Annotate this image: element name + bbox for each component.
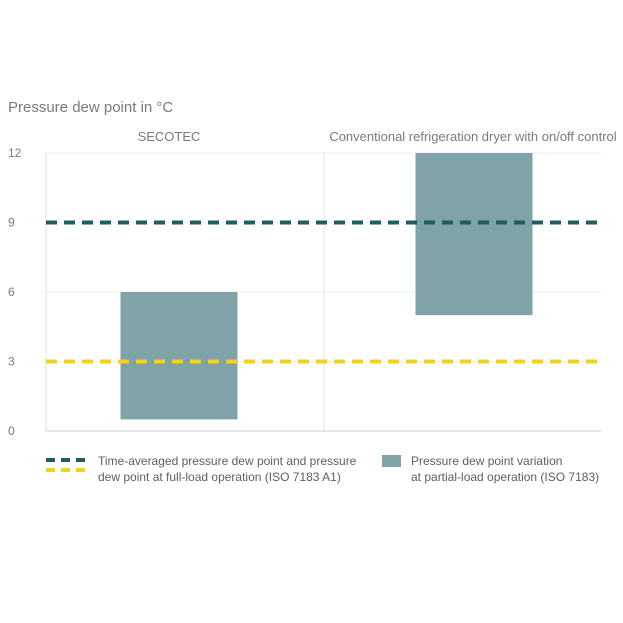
chart-title: Pressure dew point in °C <box>8 99 173 116</box>
category-label-conventional: Conventional refrigeration dryer with on… <box>329 129 616 144</box>
range-bars <box>120 153 533 420</box>
range-bar <box>415 153 533 316</box>
y-tick-label: 6 <box>8 285 15 299</box>
legend: Time-averaged pressure dew point and pre… <box>46 454 599 484</box>
y-tick-label: 3 <box>8 355 15 369</box>
y-tick-label: 12 <box>8 146 22 160</box>
legend-label-1-line-2: dew point at full-load operation (ISO 71… <box>98 470 341 484</box>
legend-label-1-line-1: Time-averaged pressure dew point and pre… <box>98 454 357 468</box>
y-axis-ticks: 0 3 6 9 12 <box>8 146 22 438</box>
range-bar <box>120 292 238 420</box>
reference-lines <box>46 220 601 364</box>
legend-label-2-line-1: Pressure dew point variation <box>411 454 562 468</box>
y-tick-label: 9 <box>8 216 15 230</box>
y-tick-label: 0 <box>8 424 15 438</box>
category-label-secotec: SECOTEC <box>138 129 201 144</box>
legend-filled-box-icon <box>382 455 401 467</box>
legend-label-2-line-2: at partial-load operation (ISO 7183) <box>411 470 599 484</box>
